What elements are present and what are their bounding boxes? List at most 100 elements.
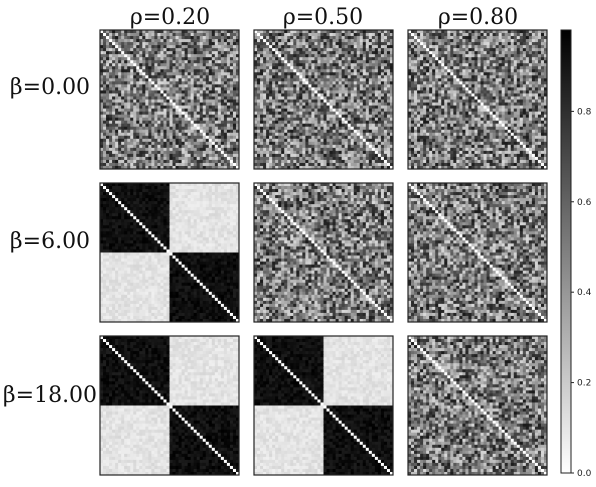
heatmap-panel-r0-c0 bbox=[99, 29, 240, 170]
heatmap-cell bbox=[217, 132, 222, 137]
heatmap-cell bbox=[528, 39, 533, 43]
heatmap-cell bbox=[220, 117, 225, 122]
heatmap-cell bbox=[323, 159, 327, 164]
heatmap-cell bbox=[235, 90, 240, 94]
heatmap-cell bbox=[145, 111, 149, 116]
heatmap-cell bbox=[115, 99, 119, 103]
heatmap-cell bbox=[329, 54, 333, 58]
heatmap-cell bbox=[311, 51, 315, 55]
heatmap-cell bbox=[118, 144, 122, 149]
heatmap-cell bbox=[199, 72, 204, 76]
heatmap-cell bbox=[420, 30, 424, 34]
heatmap-cell bbox=[139, 90, 143, 94]
heatmap-cell bbox=[522, 75, 527, 79]
heatmap-cell bbox=[214, 48, 219, 52]
heatmap-cell bbox=[223, 111, 228, 116]
heatmap-cell bbox=[275, 57, 279, 61]
heatmap-cell bbox=[498, 66, 503, 70]
heatmap-cell bbox=[299, 102, 303, 106]
heatmap-cell bbox=[208, 42, 213, 46]
heatmap-cell bbox=[435, 30, 439, 34]
heatmap-cell bbox=[353, 126, 358, 131]
heatmap-cell bbox=[211, 150, 216, 155]
heatmap-cell bbox=[380, 135, 385, 140]
heatmap-cell bbox=[426, 66, 430, 70]
heatmap-cell bbox=[453, 75, 457, 79]
heatmap-cell bbox=[196, 36, 201, 40]
heatmap-cell bbox=[263, 72, 267, 76]
heatmap-cell bbox=[426, 60, 430, 64]
heatmap-cell bbox=[386, 132, 391, 137]
heatmap-cell bbox=[142, 129, 146, 134]
heatmap-cell bbox=[109, 57, 113, 61]
heatmap-cell bbox=[420, 36, 424, 40]
heatmap-cell bbox=[208, 123, 213, 128]
heatmap-cell bbox=[296, 126, 300, 131]
heatmap-cell bbox=[305, 72, 309, 76]
heatmap-cell bbox=[109, 150, 113, 155]
heatmap-cell bbox=[498, 42, 503, 46]
heatmap-cell bbox=[302, 120, 306, 125]
heatmap-cell bbox=[480, 48, 484, 52]
heatmap-cell bbox=[163, 150, 167, 155]
heatmap-cell bbox=[217, 45, 222, 49]
heatmap-cell bbox=[341, 150, 346, 155]
heatmap-cell bbox=[335, 90, 340, 94]
heatmap-cell bbox=[377, 120, 382, 125]
heatmap-cell bbox=[118, 60, 122, 64]
heatmap-cell bbox=[175, 132, 179, 137]
heatmap-cell bbox=[380, 57, 385, 61]
heatmap-cell bbox=[109, 135, 113, 140]
heatmap-cell bbox=[323, 36, 327, 40]
heatmap-cell bbox=[323, 123, 327, 128]
heatmap-cell bbox=[371, 36, 376, 40]
heatmap-cell bbox=[329, 105, 333, 109]
heatmap-cell bbox=[118, 135, 122, 140]
heatmap-cell bbox=[501, 66, 506, 70]
heatmap-cell bbox=[543, 66, 548, 70]
heatmap-cell bbox=[317, 57, 321, 61]
heatmap-cell bbox=[136, 108, 140, 112]
heatmap-cell bbox=[205, 69, 210, 73]
heatmap-cell bbox=[151, 87, 155, 91]
heatmap-cell bbox=[495, 63, 500, 67]
heatmap-cell bbox=[510, 57, 515, 61]
heatmap-cell bbox=[350, 165, 355, 170]
heatmap-cell bbox=[118, 93, 122, 97]
heatmap-cell bbox=[450, 75, 454, 79]
heatmap-cell bbox=[356, 105, 361, 109]
heatmap-cell bbox=[127, 99, 131, 103]
heatmap-cell bbox=[408, 36, 412, 40]
heatmap-cell bbox=[320, 93, 324, 97]
heatmap-cell bbox=[202, 123, 207, 128]
heatmap-cell bbox=[235, 153, 240, 158]
heatmap-cell bbox=[121, 93, 125, 97]
heatmap-cell bbox=[254, 150, 258, 155]
heatmap-cell bbox=[359, 123, 364, 128]
heatmap-cell bbox=[540, 72, 545, 76]
heatmap-cell bbox=[178, 72, 182, 76]
heatmap-cell bbox=[359, 126, 364, 131]
heatmap-cell bbox=[380, 114, 385, 119]
heatmap-cell bbox=[350, 42, 355, 46]
heatmap-cell bbox=[281, 123, 285, 128]
heatmap-cell bbox=[136, 111, 140, 116]
heatmap-cell bbox=[441, 54, 445, 58]
heatmap-cell bbox=[335, 111, 340, 116]
heatmap-cell bbox=[166, 132, 170, 137]
heatmap-cell bbox=[483, 51, 487, 55]
heatmap-cell bbox=[543, 75, 548, 79]
heatmap-cell bbox=[341, 48, 346, 52]
heatmap-cell bbox=[281, 153, 285, 158]
heatmap-cell bbox=[166, 54, 170, 58]
heatmap-cell bbox=[106, 147, 110, 152]
heatmap-cell bbox=[115, 48, 119, 52]
heatmap-cell bbox=[136, 30, 140, 34]
heatmap-cell bbox=[296, 102, 300, 106]
heatmap-cell bbox=[305, 39, 309, 43]
heatmap-cell bbox=[444, 63, 448, 67]
heatmap-cell bbox=[417, 75, 421, 79]
heatmap-cell bbox=[208, 102, 213, 106]
heatmap-cell bbox=[127, 141, 131, 146]
heatmap-cell bbox=[356, 120, 361, 125]
